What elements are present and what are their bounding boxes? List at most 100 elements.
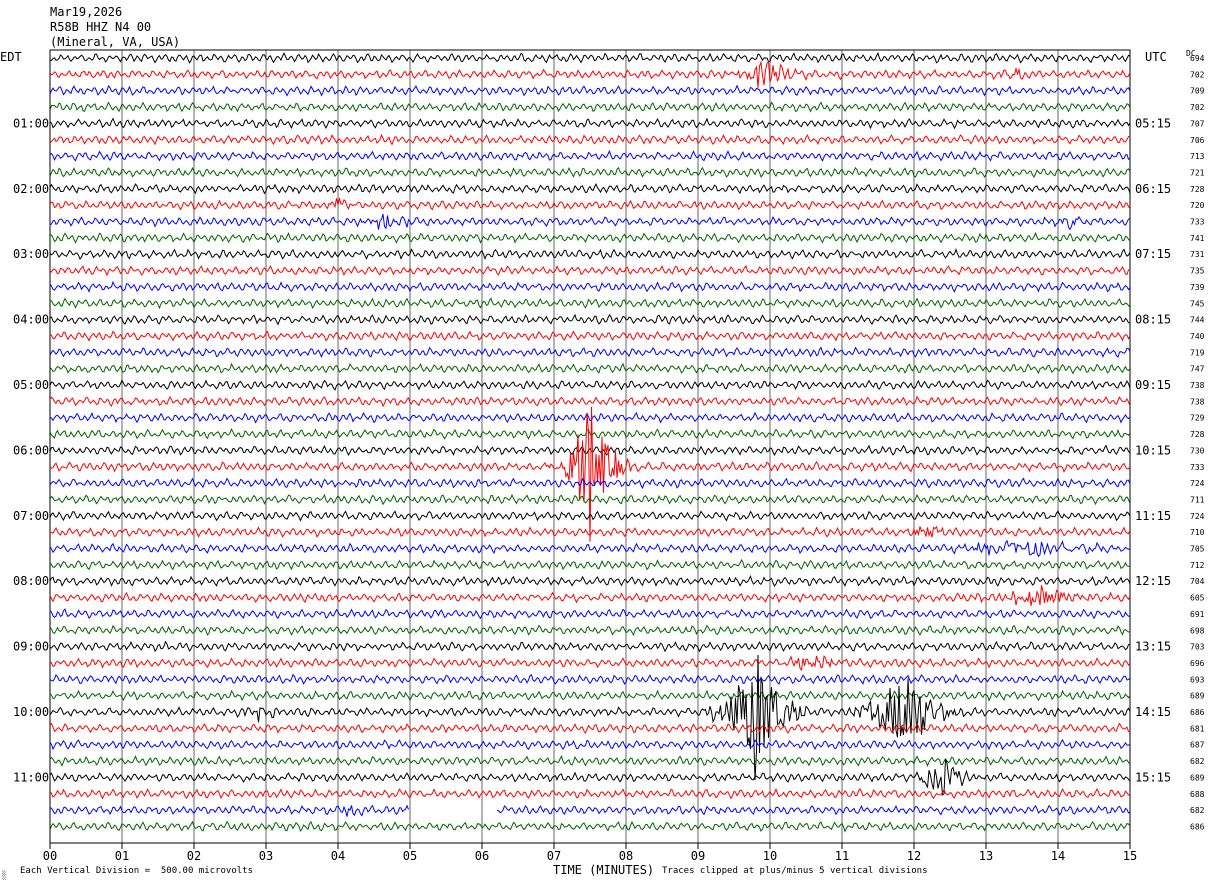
dc-offset-label: 735 (1190, 267, 1205, 276)
dc-offset-label: 686 (1190, 708, 1205, 717)
trace-row (49, 231, 1131, 244)
dc-offset-label: 696 (1190, 659, 1205, 668)
dc-offset-label: 688 (1190, 790, 1205, 799)
trace-row (49, 406, 1131, 542)
dc-offset-label: 694 (1190, 54, 1205, 63)
trace-row (49, 673, 1131, 685)
trace-row (49, 183, 1131, 195)
dc-offset-label: 709 (1190, 87, 1205, 96)
dc-offset-label: 705 (1190, 545, 1205, 554)
x-tick-label: 08 (619, 849, 633, 863)
x-tick-label: 02 (187, 849, 201, 863)
dc-offset-label: 728 (1190, 430, 1205, 439)
dc-offset-label: 702 (1190, 70, 1205, 79)
left-hour-label: 09:00 (13, 640, 49, 654)
dc-offset-label: 738 (1190, 397, 1205, 406)
record-date: Mar19,2026 (50, 5, 123, 19)
right-hour-label: 05:15 (1135, 116, 1171, 130)
dc-offset-label: 739 (1190, 283, 1205, 292)
trace-row (49, 640, 1131, 653)
dc-offset-label: 733 (1190, 463, 1205, 472)
trace-row (49, 428, 1131, 440)
corner-glyph: ░ (2, 871, 7, 880)
dc-offset-header: DC (1186, 49, 1196, 58)
dc-offset-label: 731 (1190, 250, 1205, 259)
trace-row (49, 133, 1131, 146)
dc-offset-label: 730 (1190, 446, 1205, 455)
right-hour-label: 15:15 (1135, 770, 1171, 784)
dc-offset-label: 733 (1190, 218, 1205, 227)
trace-row (49, 297, 1131, 310)
dc-offset-label: 710 (1190, 528, 1205, 537)
x-tick-label: 12 (907, 849, 921, 863)
dc-offset-label: 720 (1190, 201, 1205, 210)
trace-row (49, 149, 1131, 162)
plot-frame (49, 49, 1131, 844)
x-tick-label: 09 (691, 849, 705, 863)
right-hour-label: 13:15 (1135, 640, 1171, 654)
dc-offset-label: 711 (1190, 495, 1205, 504)
x-tick-label: 06 (475, 849, 489, 863)
trace-row (49, 117, 1131, 130)
left-hour-label: 01:00 (13, 116, 49, 130)
trace-row (49, 101, 1131, 113)
x-tick-label: 00 (43, 849, 57, 863)
dc-offset-label: 605 (1190, 594, 1205, 603)
dc-offset-label: 741 (1190, 234, 1205, 243)
trace-row (49, 213, 1131, 231)
trace-row (49, 52, 1131, 64)
trace-row (49, 585, 1131, 606)
dc-offset-label: 689 (1190, 773, 1205, 782)
dc-offset-label: 682 (1190, 806, 1205, 815)
dc-offset-label: 693 (1190, 675, 1205, 684)
trace-row (49, 510, 1131, 522)
dc-offset-label: 691 (1190, 610, 1205, 619)
left-timezone-label: EDT (0, 50, 22, 64)
trace-row (49, 264, 1131, 277)
trace-row (49, 166, 1131, 178)
trace-row (49, 362, 1131, 375)
x-tick-label: 11 (835, 849, 849, 863)
x-tick-label: 14 (1051, 849, 1065, 863)
trace-row (49, 493, 1131, 506)
x-tick-label: 04 (331, 849, 345, 863)
trace-row (49, 196, 1131, 211)
trace-row (49, 755, 1131, 767)
dc-offset-label: 702 (1190, 103, 1205, 112)
trace-row (49, 689, 1131, 702)
trace-row (49, 804, 1131, 817)
dc-offset-label: 686 (1190, 822, 1205, 831)
trace-row (49, 654, 1131, 781)
right-hour-label: 11:15 (1135, 509, 1171, 523)
x-tick-label: 01 (115, 849, 129, 863)
dc-offset-label: 704 (1190, 577, 1205, 586)
x-axis-label: TIME (MINUTES) (553, 863, 655, 877)
left-hour-label: 03:00 (13, 247, 49, 261)
dc-offset-label: 740 (1190, 332, 1205, 341)
dc-offset-label: 738 (1190, 381, 1205, 390)
trace-row (49, 575, 1131, 587)
dc-offset-label: 681 (1190, 724, 1205, 733)
dc-offset-label: 728 (1190, 185, 1205, 194)
trace-row (49, 395, 1131, 408)
left-hour-label: 06:00 (13, 443, 49, 457)
trace-row (49, 722, 1131, 735)
x-tick-label: 15 (1123, 849, 1137, 863)
left-hour-label: 04:00 (13, 313, 49, 327)
trace-row (49, 444, 1131, 457)
right-hour-label: 10:15 (1135, 443, 1171, 457)
trace-row (49, 60, 1131, 88)
right-hour-label: 07:15 (1135, 247, 1171, 261)
station-code: R58B HHZ N4 00 (50, 20, 152, 34)
right-hour-label: 08:15 (1135, 313, 1171, 327)
dc-offset-label: 724 (1190, 512, 1205, 521)
trace-row (49, 84, 1131, 97)
left-hour-label: 05:00 (13, 378, 49, 392)
trace-row (49, 313, 1131, 326)
trace-row (49, 539, 1131, 558)
x-tick-label: 13 (979, 849, 993, 863)
dc-offset-label: 682 (1190, 757, 1205, 766)
trace-row (49, 820, 1131, 833)
trace-row (49, 477, 1131, 490)
